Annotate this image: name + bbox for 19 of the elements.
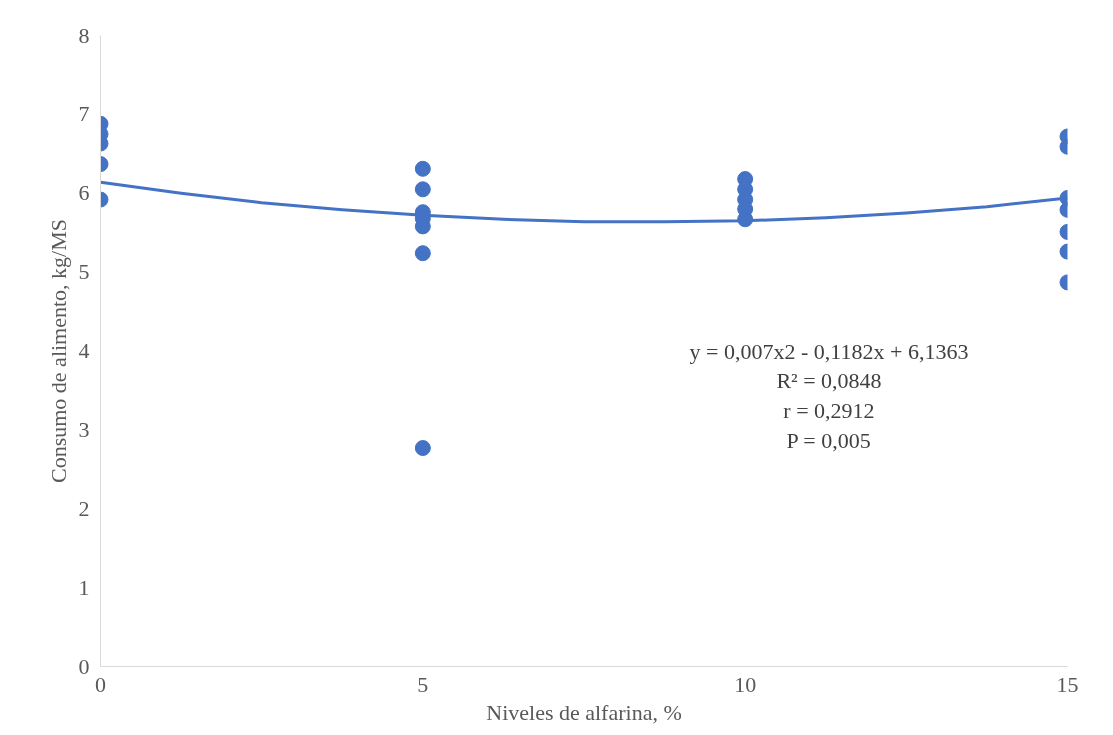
y-tick-label: 2 [78, 495, 90, 521]
y-tick-label: 0 [78, 653, 90, 679]
x-tick-label: 0 [95, 671, 106, 697]
annotation: P = 0,005 [786, 428, 871, 454]
annotation: R² = 0,0848 [776, 368, 882, 394]
y-tick-label: 4 [78, 338, 90, 363]
y-tick-label: 3 [78, 416, 90, 442]
annotation: y = 0,007x2 - 0,1182x + 6,1363 [689, 338, 969, 364]
x-tick-label: 15 [1056, 671, 1079, 697]
y-tick-label: 5 [78, 259, 90, 285]
x-tick-label: 10 [734, 671, 757, 697]
x-tick-label: 5 [417, 671, 429, 697]
y-tick-label: 6 [78, 180, 90, 206]
y-tick-label: 8 [78, 22, 90, 48]
annotation: r = 0,2912 [783, 398, 875, 424]
x-axis-title: Niveles de alfarina, % [486, 699, 682, 725]
y-tick-label: 1 [78, 574, 90, 600]
y-axis-title: Consumo de alimento, kg/MS [45, 219, 71, 483]
y-tick-label: 7 [78, 101, 90, 127]
